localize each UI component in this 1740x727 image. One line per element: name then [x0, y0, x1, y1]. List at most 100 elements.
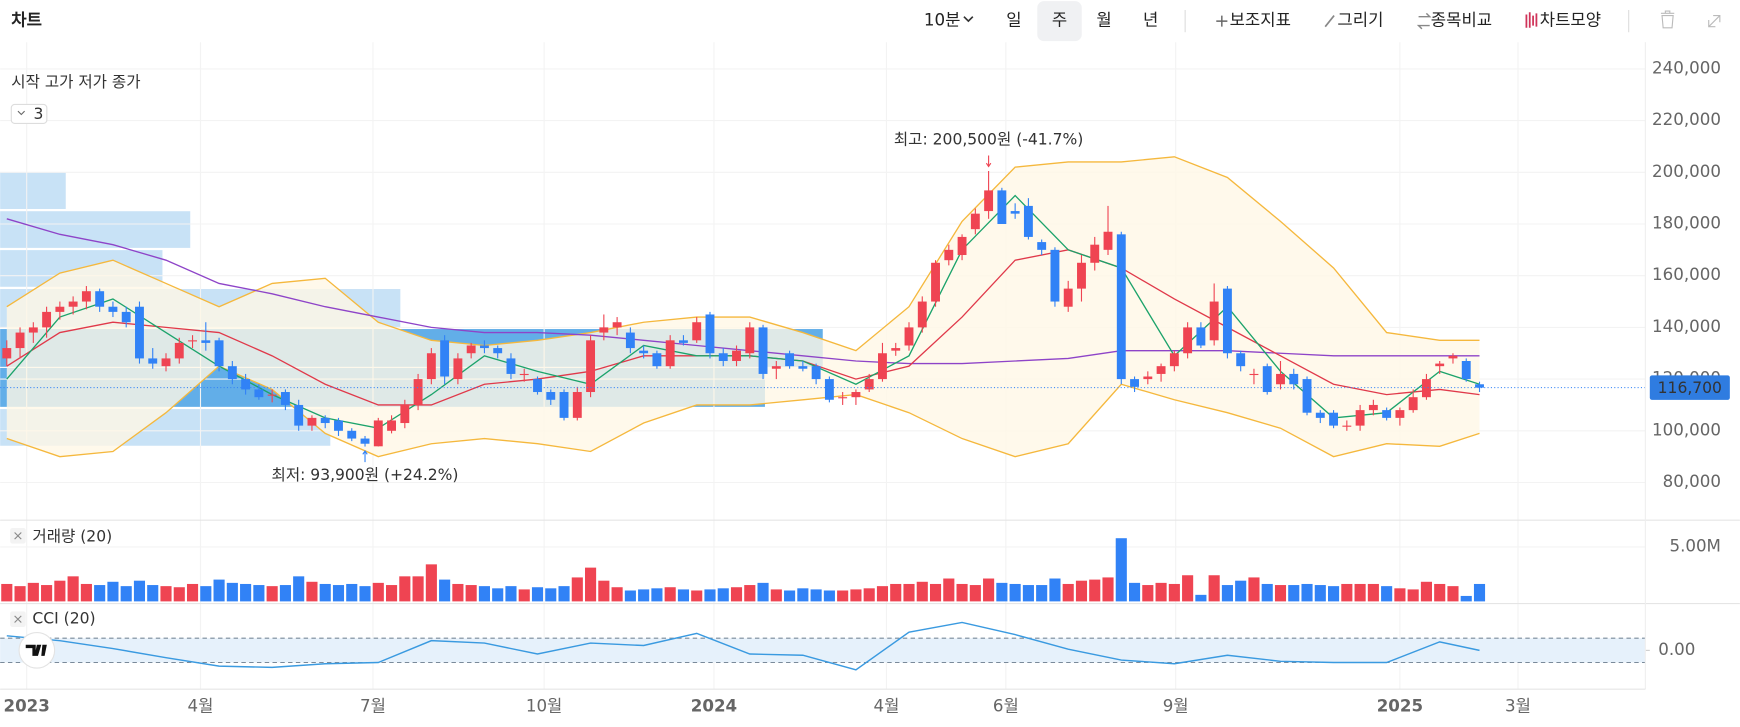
- candle-body: [413, 379, 423, 405]
- close-icon: [14, 615, 22, 623]
- volume-bar: [107, 581, 119, 602]
- candle-body: [864, 379, 874, 390]
- volume-bar: [1447, 586, 1459, 602]
- candle-body: [798, 366, 808, 369]
- plus-icon: [1216, 15, 1228, 27]
- interval-button[interactable]: 10분: [924, 11, 961, 30]
- volume-bar: [1128, 582, 1141, 602]
- candle-body: [904, 327, 914, 346]
- candle-body: [732, 350, 741, 362]
- y-tick-label: 200,000: [1652, 162, 1721, 181]
- volume-bar: [677, 589, 690, 602]
- candle-body: [970, 213, 980, 230]
- candle-body: [267, 394, 277, 396]
- x-tick-label: 4월: [188, 696, 214, 715]
- volume-bar: [704, 589, 716, 602]
- volume-bar: [730, 587, 743, 602]
- volume-bar: [890, 583, 902, 602]
- tool-button[interactable]: 보조지표: [1230, 11, 1291, 30]
- x-tick-label: 7월: [360, 696, 386, 715]
- volume-bar: [399, 576, 411, 602]
- candle-body: [188, 340, 197, 342]
- tool-button[interactable]: 차트모양: [1540, 11, 1601, 30]
- x-tick-label: 4월: [873, 696, 899, 715]
- low-annotation: 최저: 93,900원 (+24.2%): [272, 466, 459, 484]
- volume-bar: [1208, 575, 1220, 602]
- candle-body: [1249, 373, 1259, 376]
- expand-button[interactable]: [1708, 15, 1721, 28]
- candle-body: [1355, 410, 1365, 426]
- y-tick-label: 80,000: [1663, 472, 1721, 491]
- candle-body: [320, 417, 330, 424]
- candle-body: [811, 366, 821, 380]
- candle-body: [1262, 366, 1272, 393]
- low-arrow: [362, 450, 368, 463]
- candle-body: [612, 322, 622, 328]
- volume-bar: [80, 583, 92, 602]
- volume-bar: [1115, 538, 1127, 602]
- candle-body: [479, 345, 489, 349]
- candle-body: [1077, 262, 1086, 289]
- legend-count: 3: [34, 105, 44, 123]
- candle-body: [718, 353, 728, 362]
- period-button[interactable]: 일: [1006, 11, 1021, 30]
- legend-toggle[interactable]: [10, 103, 48, 124]
- volume-bar: [319, 583, 331, 602]
- volume-bar: [186, 583, 199, 602]
- bollinger-lower: [6, 365, 1480, 458]
- candle-body: [1395, 410, 1405, 418]
- volume-bar: [558, 586, 570, 602]
- volume-bar: [346, 583, 358, 602]
- tool-button[interactable]: 그리기: [1337, 11, 1383, 30]
- candle-body: [586, 340, 596, 393]
- candle-body: [161, 358, 171, 367]
- y-tick-label: 240,000: [1652, 58, 1721, 77]
- volume-bar: [160, 586, 172, 602]
- candle-body: [227, 366, 237, 380]
- volume-bar: [266, 586, 278, 602]
- volume-bar: [624, 590, 636, 602]
- candle-body: [758, 327, 768, 374]
- volume-bar: [757, 582, 769, 602]
- volume-bar: [863, 588, 875, 602]
- volume-bar: [1221, 585, 1233, 602]
- trash-button[interactable]: [1660, 10, 1675, 29]
- volume-bar: [1473, 583, 1486, 602]
- period-button[interactable]: 월: [1096, 11, 1111, 30]
- candle-body: [360, 438, 370, 444]
- high-annotation: 최고: 200,500원 (-41.7%): [894, 130, 1083, 148]
- volume-bar: [929, 583, 942, 602]
- volume-bar: [744, 585, 756, 602]
- volume-bar: [598, 580, 610, 602]
- candle-body: [1329, 412, 1339, 426]
- volume-bar: [1022, 585, 1034, 602]
- period-button[interactable]: 주: [1052, 11, 1067, 30]
- x-tick-label: 2024: [691, 696, 737, 715]
- volume-bar: [518, 589, 530, 602]
- candle-body: [652, 353, 662, 367]
- period-button[interactable]: 년: [1143, 11, 1158, 30]
- tool-button[interactable]: 종목비교: [1431, 11, 1492, 30]
- candle-body: [678, 340, 688, 343]
- candle-body: [334, 420, 343, 431]
- y-tick-label: 100,000: [1652, 420, 1721, 439]
- volume-bar: [226, 582, 238, 602]
- candle-body: [68, 301, 78, 307]
- logo-mark: [25, 644, 47, 656]
- candle-body: [148, 358, 158, 364]
- volume-bar: [253, 585, 265, 602]
- volume-bar: [1460, 595, 1472, 602]
- volume-bar: [823, 590, 835, 602]
- period-active-bg: [1037, 1, 1082, 42]
- volume-bar: [240, 583, 252, 602]
- volume-bar: [531, 587, 544, 602]
- candle-body: [254, 389, 264, 398]
- volume-bar: [173, 587, 185, 602]
- pencil-icon: [1324, 15, 1335, 28]
- volume-title: 거래량 (20): [32, 527, 112, 545]
- candle-body: [426, 353, 436, 380]
- volume-bar: [1009, 583, 1021, 602]
- volume-bar: [385, 585, 398, 602]
- volume-bar: [611, 587, 623, 602]
- candle-body: [1090, 244, 1100, 263]
